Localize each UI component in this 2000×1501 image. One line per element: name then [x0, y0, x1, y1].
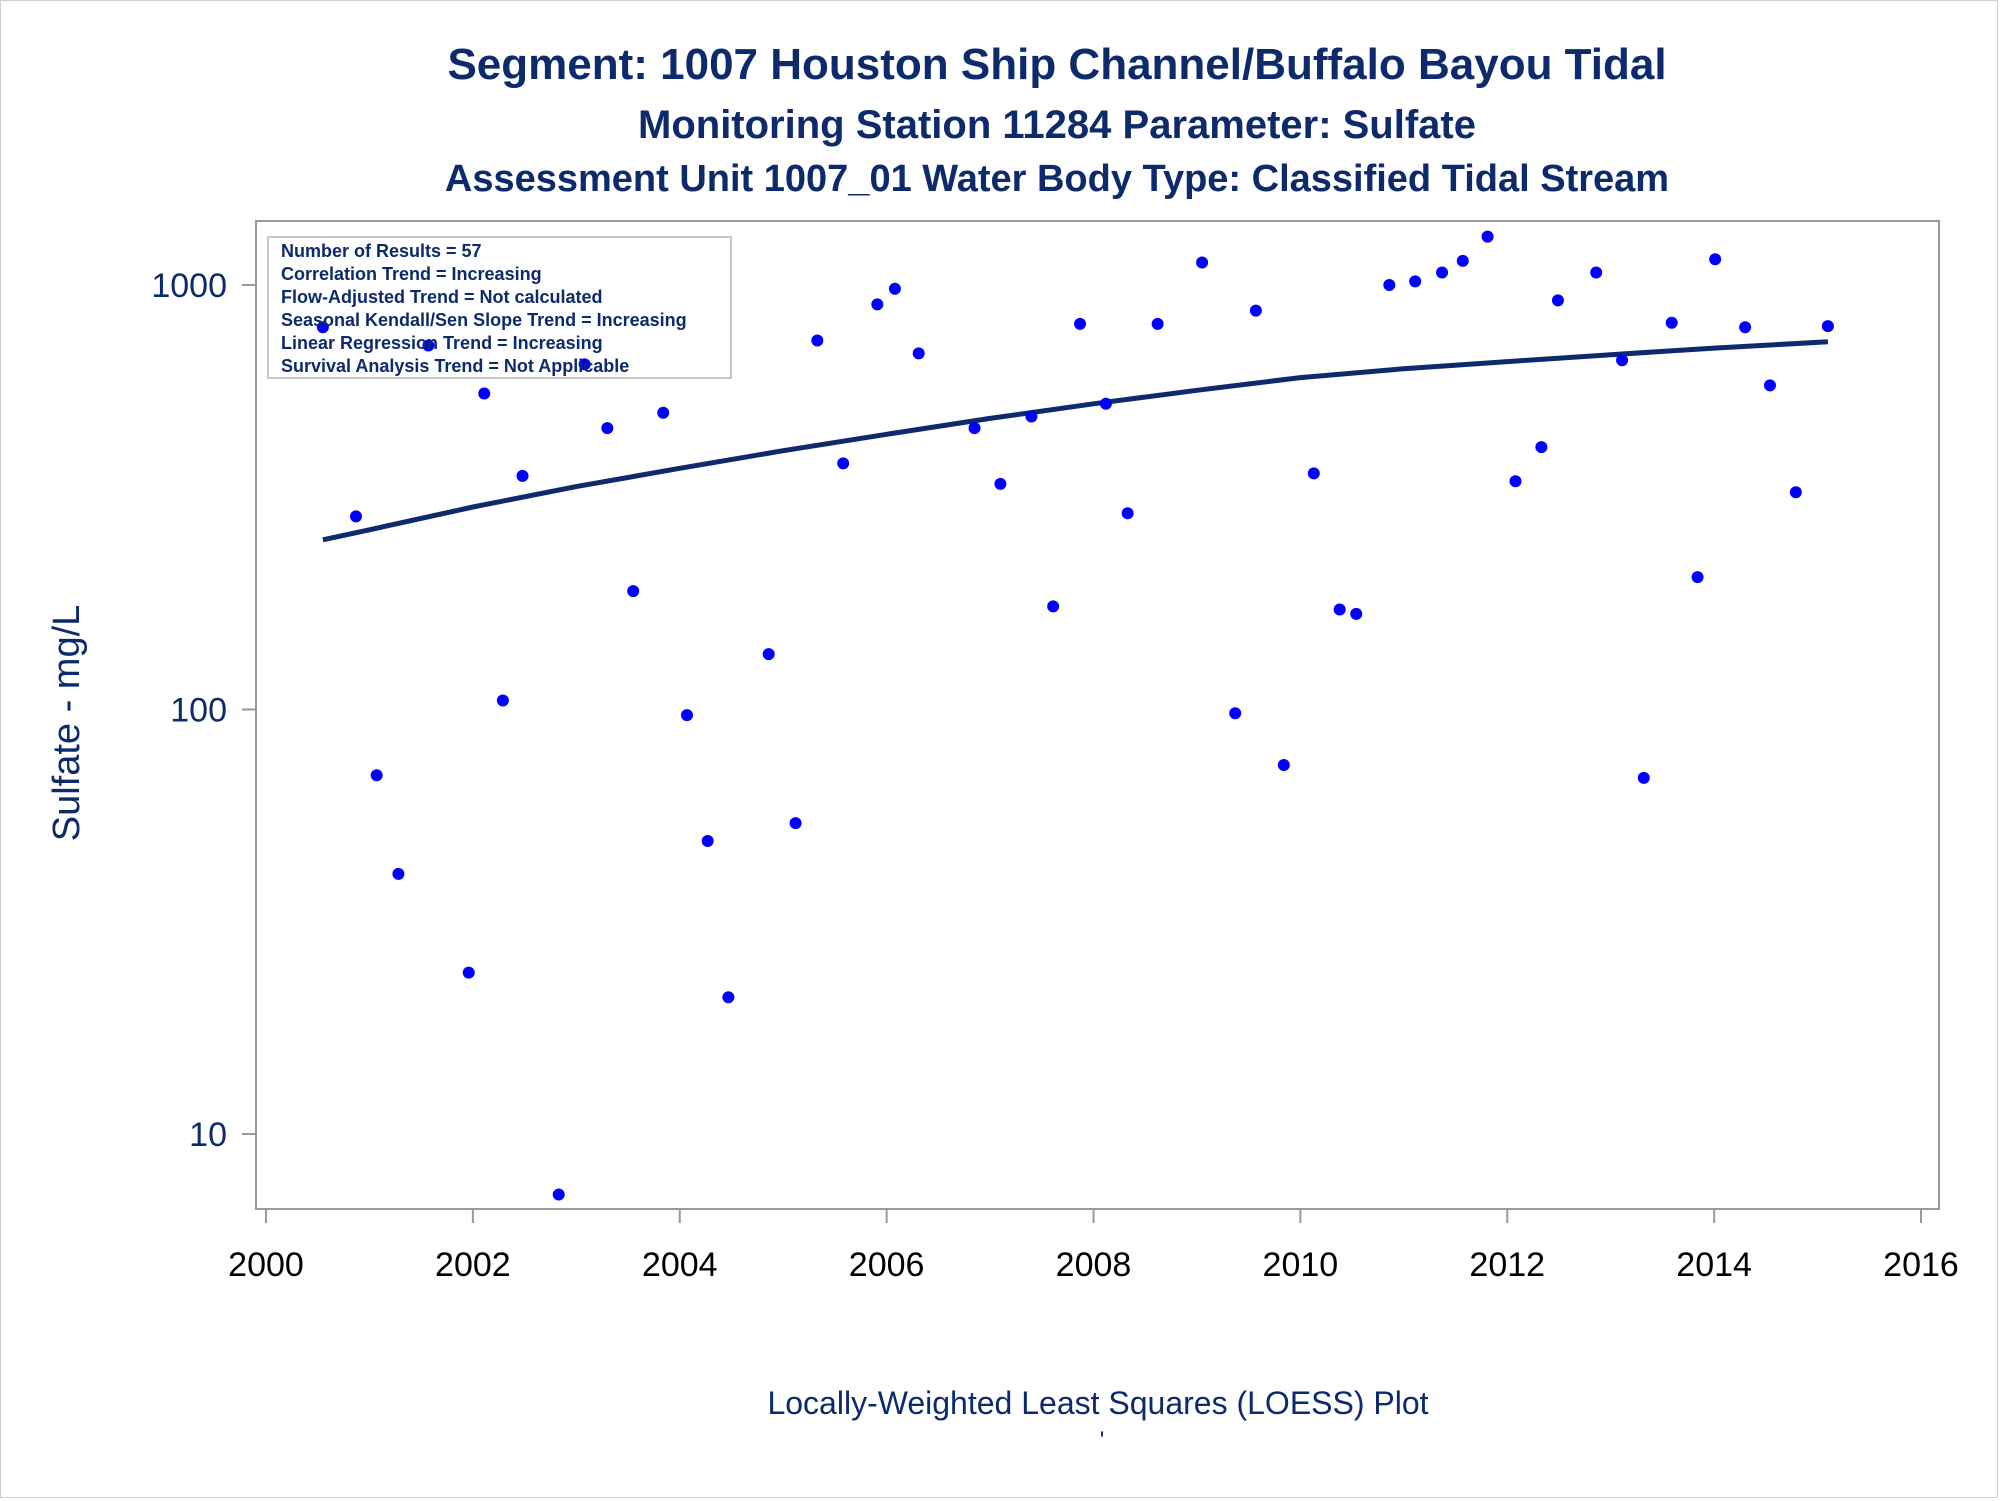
- data-point: [552, 1188, 565, 1201]
- data-point: [370, 769, 383, 782]
- data-point: [1665, 316, 1678, 329]
- data-point: [1789, 486, 1802, 499]
- data-point: [1409, 275, 1422, 288]
- chart-subtitle-2: Assessment Unit 1007_01 Water Body Type:…: [445, 158, 1669, 200]
- data-point: [1099, 397, 1112, 410]
- x-tick-label: 2012: [1469, 1246, 1545, 1284]
- data-point: [1535, 441, 1548, 454]
- data-point: [811, 334, 824, 347]
- data-point: [392, 867, 405, 880]
- data-point: [627, 585, 640, 598]
- x-tick-label: 2004: [642, 1246, 718, 1284]
- data-point: [680, 709, 693, 722]
- x-tick-label: 2006: [849, 1246, 925, 1284]
- data-point: [1383, 279, 1396, 291]
- stats-survival-analysis-trend: Survival Analysis Trend = Not Applicable: [281, 356, 629, 376]
- data-point: [789, 817, 802, 830]
- data-point: [1249, 304, 1262, 317]
- data-point: [968, 422, 981, 435]
- data-point: [478, 387, 491, 400]
- y-tick-label: 100: [170, 692, 227, 730]
- stats-linear-regression-trend: Linear Regression Trend = Increasing: [281, 333, 603, 353]
- stats-flow-adjusted-trend: Flow-Adjusted Trend = Not calculated: [281, 287, 603, 307]
- data-point: [1691, 571, 1704, 584]
- chart-footnote-mark: ': [1100, 1427, 1105, 1454]
- stats-number-of-results: Number of Results = 57: [281, 241, 482, 261]
- data-point: [762, 648, 775, 661]
- y-axis: 10 100 1000: [151, 267, 256, 1154]
- data-point: [888, 282, 901, 295]
- data-point: [912, 347, 925, 360]
- data-point: [1277, 759, 1290, 772]
- x-tick-label: 2008: [1056, 1246, 1132, 1284]
- data-point: [1307, 467, 1320, 480]
- data-point: [701, 835, 714, 848]
- data-point: [1763, 379, 1776, 392]
- x-tick-label: 2002: [435, 1246, 511, 1284]
- data-point: [1121, 507, 1134, 520]
- data-point: [1739, 321, 1752, 334]
- data-point: [462, 966, 475, 979]
- data-point: [1481, 230, 1494, 243]
- data-point: [1436, 266, 1449, 279]
- data-point: [349, 510, 362, 523]
- data-point: [316, 321, 329, 334]
- data-point: [1350, 607, 1363, 620]
- data-point: [601, 422, 614, 435]
- statistics-box-border: [267, 236, 732, 379]
- data-point: [516, 469, 529, 482]
- data-point: [1151, 317, 1164, 330]
- x-tick-label: 2000: [228, 1246, 304, 1284]
- data-point: [1637, 771, 1650, 784]
- y-axis-label: Sulfate - mg/L: [46, 605, 88, 842]
- plot-area-border: [255, 220, 1940, 1210]
- stats-seasonal-kendall-trend: Seasonal Kendall/Sen Slope Trend = Incre…: [281, 310, 687, 330]
- x-axis: 2000 2002 2004 2006 2008 2010 2012 2014 2016: [228, 1209, 1959, 1284]
- x-tick-label: 2010: [1263, 1246, 1339, 1284]
- data-point: [1616, 354, 1629, 367]
- y-tick-label: 10: [189, 1116, 227, 1154]
- data-point: [1074, 317, 1087, 330]
- data-point: [722, 991, 735, 1004]
- data-point: [1196, 256, 1209, 269]
- data-point: [871, 298, 884, 311]
- y-tick-label: 1000: [151, 267, 227, 305]
- loess-trend-line: [322, 339, 1829, 543]
- data-point: [422, 339, 435, 352]
- data-point: [1333, 603, 1346, 616]
- chart-footnote: Locally-Weighted Least Squares (LOESS) P…: [767, 1385, 1428, 1421]
- data-point: [1509, 475, 1522, 488]
- data-point-layer: [316, 230, 1834, 1201]
- x-tick-label: 2014: [1676, 1246, 1752, 1284]
- data-point: [1025, 410, 1038, 423]
- loess-line-layer: [322, 339, 1829, 543]
- data-point: [657, 406, 670, 419]
- data-point: [1047, 600, 1060, 613]
- stats-correlation-trend: Correlation Trend = Increasing: [281, 264, 542, 284]
- data-point: [1456, 254, 1469, 267]
- statistics-box: Number of Results = 57 Correlation Trend…: [267, 236, 732, 379]
- chart-title: Segment: 1007 Houston Ship Channel/Buffa…: [447, 40, 1666, 89]
- data-point: [496, 694, 509, 707]
- data-point: [837, 457, 850, 470]
- data-point: [1709, 253, 1722, 266]
- data-point: [1551, 294, 1564, 307]
- data-point: [1229, 707, 1242, 720]
- x-tick-label: 2016: [1883, 1246, 1959, 1284]
- data-point: [578, 358, 591, 371]
- data-point: [1821, 320, 1834, 333]
- data-point: [1590, 266, 1603, 279]
- chart-subtitle: Monitoring Station 11284 Parameter: Sulf…: [638, 103, 1476, 147]
- data-point: [994, 477, 1007, 490]
